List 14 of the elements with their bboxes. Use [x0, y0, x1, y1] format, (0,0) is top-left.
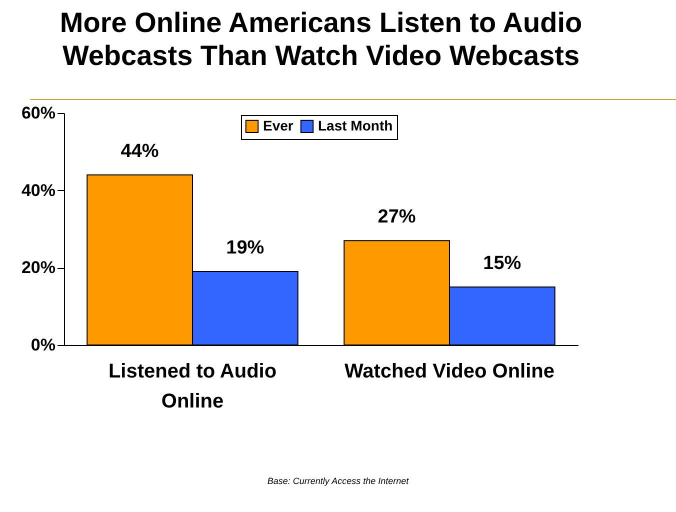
legend-label: Last Month — [318, 117, 393, 134]
text: 44% — [120, 140, 159, 162]
chart-title: More Online Americans Listen to Audio Webcasts Than Watch Video Webcasts — [60, 7, 582, 71]
y-tick-label: 40% — [21, 180, 56, 200]
y-tick-label: 0% — [30, 336, 56, 354]
y-tick-label: 60% — [21, 104, 56, 122]
x-tick-label: Watched Video Online — [344, 360, 555, 382]
text: 27% — [378, 206, 416, 228]
text: Base: Currently Access the Internet — [266, 476, 410, 486]
y-tick-label: 20% — [21, 258, 56, 278]
legend-label: Ever — [263, 117, 294, 134]
text: 19% — [226, 238, 264, 259]
x-tick-label: Listened to Audio Online — [108, 360, 277, 412]
text: 15% — [483, 253, 522, 274]
